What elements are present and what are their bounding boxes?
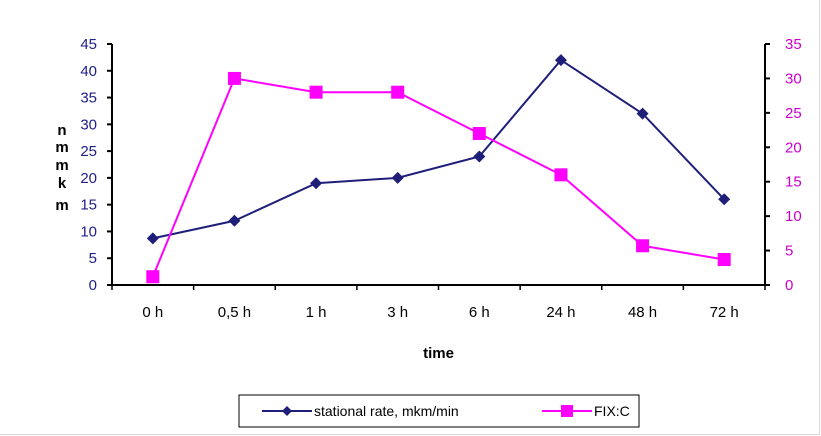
y-left-tick-label: 35 <box>80 90 97 107</box>
y-right-tick-label: 25 <box>785 105 802 122</box>
legend-marker-diamond <box>282 406 292 416</box>
legend-item: stational rate, mkm/min <box>262 403 459 419</box>
y-axis-title-char: m <box>55 139 68 156</box>
y-left-tick-label: 30 <box>80 116 97 133</box>
y-left-tick-label: 20 <box>80 170 97 187</box>
x-tick-label: 48 h <box>628 304 657 321</box>
data-point-square <box>472 127 486 141</box>
y-left-tick-label: 40 <box>80 63 97 80</box>
data-point-diamond <box>636 107 649 120</box>
y-axis-title-char: n <box>57 122 66 139</box>
data-point-diamond <box>228 214 241 227</box>
data-point-diamond <box>718 193 731 206</box>
legend-marker-square <box>561 405 573 417</box>
y-right-tick-label: 5 <box>785 243 793 260</box>
y-axis-title-char: m <box>55 157 68 174</box>
y-left-tick-label: 5 <box>89 250 97 267</box>
data-point-square <box>309 85 323 99</box>
data-point-diamond <box>310 177 323 190</box>
y-right-tick-label: 10 <box>785 208 802 225</box>
series-fix-c <box>146 71 731 284</box>
x-tick-label: 1 h <box>306 304 327 321</box>
data-point-square <box>717 253 731 267</box>
x-tick-label: 0,5 h <box>218 304 251 321</box>
data-point-square <box>636 239 650 253</box>
x-tick-label: 3 h <box>387 304 408 321</box>
legend-label: stational rate, mkm/min <box>314 403 459 419</box>
legend: stational rate, mkm/min FIX:C <box>238 394 640 428</box>
y-left-tick-label: 10 <box>80 223 97 240</box>
y-left-tick-label: 15 <box>80 197 97 214</box>
legend-label: FIX:C <box>594 403 630 419</box>
series-layer <box>146 54 731 284</box>
y-left-tick-label: 25 <box>80 143 97 160</box>
data-point-square <box>146 270 160 284</box>
x-tick-label: 24 h <box>546 304 575 321</box>
x-tick-label: 0 h <box>142 304 163 321</box>
x-axis-title: time <box>423 345 454 362</box>
axes: 0 5 10 15 20 25 30 35 40 45 0 5 10 15 20 25 30 35 0 h 0,5 h… <box>55 36 801 362</box>
series-stational-rate <box>146 54 731 245</box>
y-right-tick-label: 0 <box>785 277 793 294</box>
data-point-square <box>227 71 241 85</box>
y-axis-title-char: k <box>58 175 67 192</box>
legend-item: FIX:C <box>542 403 630 419</box>
data-point-diamond <box>146 232 159 245</box>
series-line <box>151 77 725 278</box>
y-right-tick-label: 15 <box>785 174 802 191</box>
data-point-diamond <box>554 54 567 67</box>
series-line <box>152 58 725 240</box>
data-point-square <box>391 85 405 99</box>
y-left-tick-label: 0 <box>89 277 97 294</box>
data-point-diamond <box>391 171 404 184</box>
x-tick-label: 6 h <box>469 304 490 321</box>
y-left-tick-label: 45 <box>80 36 97 53</box>
data-point-diamond <box>473 150 486 163</box>
y-right-tick-label: 20 <box>785 139 802 156</box>
x-tick-label: 72 h <box>710 304 739 321</box>
y-right-tick-label: 35 <box>785 36 802 53</box>
y-axis-title-char: m <box>55 197 68 214</box>
data-point-square <box>554 168 568 182</box>
y-right-tick-label: 30 <box>785 70 802 87</box>
